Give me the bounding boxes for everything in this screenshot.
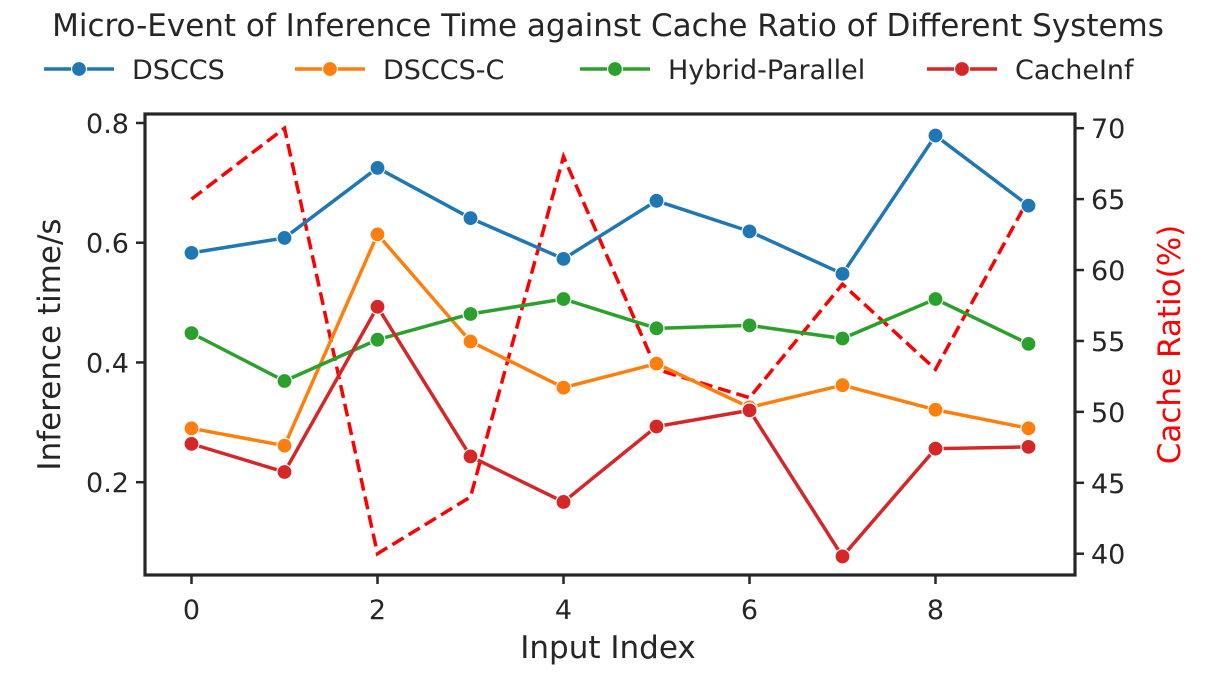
data-point-dsccs — [927, 127, 944, 144]
y2-tick-label: 60 — [1091, 256, 1125, 287]
y2-tick-label: 45 — [1091, 469, 1125, 500]
data-point-cacheinf — [555, 493, 572, 511]
data-point-dsccs-c — [834, 377, 851, 394]
data-point-hybrid-parallel — [462, 305, 479, 323]
legend-item-cacheinf: CacheInf — [927, 55, 1135, 86]
plot-frame — [143, 112, 1077, 577]
data-point-cacheinf — [1020, 438, 1037, 455]
data-point-hybrid-parallel — [927, 290, 944, 308]
data-point-dsccs-c — [555, 379, 572, 396]
data-point-dsccs — [462, 210, 479, 227]
plot-area — [183, 125, 1037, 565]
data-point-dsccs — [369, 159, 386, 176]
x-tick-label: 4 — [555, 595, 572, 626]
legend-label: CacheInf — [1015, 55, 1135, 86]
data-point-cacheinf — [741, 402, 758, 419]
series-line-cacheinf — [190, 303, 1029, 560]
legend-item-dsccs: DSCCS — [44, 55, 225, 86]
legend-label: Hybrid-Parallel — [668, 55, 865, 86]
data-point-hybrid-parallel — [183, 325, 200, 342]
y2-tick-label: 55 — [1091, 327, 1125, 358]
cache-ratio-line — [190, 125, 1031, 557]
data-point-hybrid-parallel — [648, 320, 665, 337]
data-point-cacheinf — [183, 435, 200, 452]
data-point-hybrid-parallel — [369, 331, 386, 348]
data-point-dsccs — [1020, 197, 1037, 214]
data-point-cacheinf — [276, 463, 293, 481]
y-axis-label: Inference time/s — [32, 218, 68, 470]
legend-swatch-marker — [70, 60, 88, 78]
data-point-dsccs — [183, 244, 200, 261]
data-point-cacheinf — [369, 298, 386, 315]
x-tick-label: 0 — [183, 595, 200, 626]
data-point-dsccs — [834, 265, 851, 282]
y-tick-label: 0.2 — [86, 468, 129, 499]
y-tick-label: 0.4 — [86, 348, 129, 379]
data-point-dsccs-c — [1020, 420, 1037, 437]
y2-tick-label: 70 — [1091, 114, 1125, 145]
data-point-dsccs — [741, 223, 758, 240]
series-line-hybrid-parallel — [190, 297, 1030, 383]
data-point-dsccs — [648, 192, 665, 209]
axes: 0 2 4 6 8 0.2 0.4 0.6 0.8 40 45 50 55 60 65 70 — [86, 109, 1125, 626]
y2-axis-label: Cache Ratio(%) — [1152, 225, 1188, 465]
legend-label: DSCCS-C — [383, 55, 504, 86]
data-point-cacheinf — [834, 548, 851, 565]
x-tick-label: 6 — [741, 595, 758, 626]
legend-item-hybrid-parallel: Hybrid-Parallel — [580, 55, 865, 86]
data-point-dsccs-c — [927, 401, 944, 418]
data-point-dsccs-c — [648, 355, 665, 372]
series-line-dsccs — [191, 133, 1030, 277]
data-point-dsccs — [276, 229, 293, 247]
x-tick-label: 2 — [369, 595, 386, 626]
data-point-cacheinf — [462, 448, 479, 465]
series-line-dsccs-c — [191, 231, 1029, 448]
data-point-hybrid-parallel — [834, 330, 851, 347]
legend: DSCCS DSCCS-C Hybrid-Parallel CacheInf — [44, 55, 1135, 86]
chart-title: Micro-Event of Inference Time against Ca… — [52, 8, 1164, 44]
legend-swatch-marker — [321, 60, 339, 78]
y2-tick-label: 50 — [1091, 398, 1125, 429]
data-point-hybrid-parallel — [1020, 335, 1037, 353]
data-point-dsccs-c — [369, 226, 386, 243]
y-tick-label: 0.8 — [86, 109, 129, 140]
legend-label: DSCCS — [132, 55, 225, 86]
y-tick-label: 0.6 — [86, 229, 129, 260]
data-point-hybrid-parallel — [741, 317, 758, 334]
data-point-cacheinf — [927, 440, 944, 457]
data-point-dsccs — [555, 250, 572, 267]
legend-swatch-marker — [953, 60, 971, 78]
data-point-cacheinf — [648, 418, 665, 435]
x-axis-label: Input Index — [520, 630, 695, 666]
y2-tick-label: 65 — [1091, 185, 1125, 216]
x-tick-label: 8 — [927, 595, 944, 626]
legend-item-dsccs-c: DSCCS-C — [295, 55, 504, 86]
data-point-dsccs-c — [183, 420, 200, 437]
data-point-dsccs-c — [462, 333, 479, 350]
data-point-hybrid-parallel — [555, 290, 572, 308]
legend-swatch-marker — [606, 60, 624, 78]
y2-tick-label: 40 — [1091, 540, 1125, 571]
data-point-dsccs-c — [276, 437, 293, 454]
data-point-hybrid-parallel — [276, 372, 293, 390]
